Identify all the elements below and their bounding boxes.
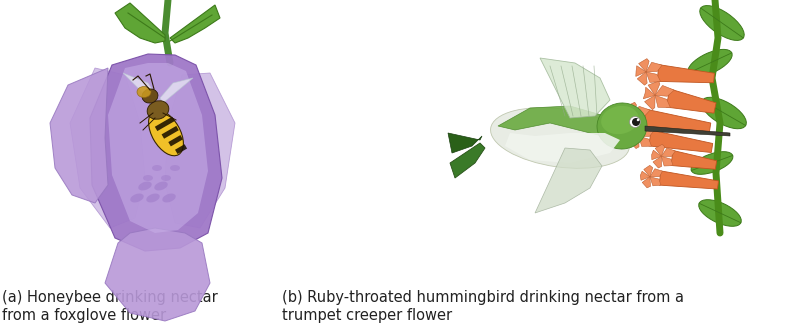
Ellipse shape — [601, 106, 639, 134]
Polygon shape — [646, 72, 661, 83]
Ellipse shape — [138, 181, 152, 190]
Polygon shape — [105, 228, 210, 321]
Polygon shape — [629, 130, 638, 140]
Ellipse shape — [146, 193, 160, 202]
Polygon shape — [645, 95, 655, 110]
Ellipse shape — [162, 193, 176, 202]
Ellipse shape — [152, 165, 162, 171]
Polygon shape — [540, 58, 610, 118]
Ellipse shape — [154, 181, 168, 190]
Text: (a) Honeybee drinking nectar: (a) Honeybee drinking nectar — [2, 290, 218, 305]
Polygon shape — [535, 148, 602, 213]
Polygon shape — [638, 59, 649, 72]
Polygon shape — [650, 169, 662, 177]
Polygon shape — [645, 126, 730, 136]
Polygon shape — [160, 78, 193, 103]
Ellipse shape — [700, 6, 744, 40]
Polygon shape — [652, 150, 662, 160]
Polygon shape — [644, 166, 653, 177]
Polygon shape — [640, 171, 650, 180]
Polygon shape — [90, 54, 222, 251]
Polygon shape — [655, 95, 670, 108]
Ellipse shape — [597, 103, 647, 149]
Ellipse shape — [702, 97, 746, 129]
Ellipse shape — [130, 193, 144, 202]
Polygon shape — [450, 143, 485, 178]
Ellipse shape — [143, 175, 153, 181]
Polygon shape — [649, 130, 713, 153]
Polygon shape — [655, 144, 665, 156]
Polygon shape — [70, 68, 145, 228]
Polygon shape — [498, 106, 625, 140]
Polygon shape — [505, 133, 620, 163]
Ellipse shape — [691, 152, 733, 174]
Polygon shape — [643, 87, 655, 99]
Polygon shape — [155, 117, 174, 131]
Ellipse shape — [170, 165, 180, 171]
Ellipse shape — [137, 87, 151, 98]
Text: trumpet creeper flower: trumpet creeper flower — [282, 308, 452, 323]
Polygon shape — [653, 156, 662, 168]
Polygon shape — [644, 109, 710, 133]
Polygon shape — [123, 73, 158, 103]
Polygon shape — [633, 116, 647, 127]
Polygon shape — [633, 106, 650, 116]
Polygon shape — [50, 68, 108, 203]
Polygon shape — [655, 86, 674, 96]
Polygon shape — [648, 81, 660, 95]
Polygon shape — [626, 102, 637, 116]
Polygon shape — [115, 3, 165, 43]
Ellipse shape — [630, 117, 641, 128]
Ellipse shape — [637, 119, 639, 121]
Polygon shape — [638, 136, 651, 147]
Polygon shape — [650, 177, 661, 186]
Polygon shape — [165, 73, 235, 228]
Polygon shape — [622, 109, 633, 120]
Polygon shape — [632, 124, 642, 136]
Polygon shape — [671, 151, 717, 169]
Polygon shape — [623, 116, 633, 130]
Ellipse shape — [142, 89, 158, 103]
Polygon shape — [448, 133, 482, 153]
Ellipse shape — [490, 108, 630, 168]
Ellipse shape — [632, 118, 640, 126]
Polygon shape — [638, 72, 647, 85]
Polygon shape — [659, 171, 718, 189]
Ellipse shape — [149, 110, 183, 156]
Polygon shape — [170, 5, 220, 43]
Ellipse shape — [698, 200, 742, 226]
Polygon shape — [108, 63, 208, 233]
Ellipse shape — [688, 49, 732, 77]
Polygon shape — [666, 89, 716, 113]
Polygon shape — [658, 65, 714, 83]
Ellipse shape — [161, 175, 171, 181]
Polygon shape — [642, 177, 650, 188]
Polygon shape — [636, 66, 646, 76]
Polygon shape — [662, 148, 675, 157]
Polygon shape — [662, 156, 673, 166]
Polygon shape — [168, 135, 183, 147]
Ellipse shape — [147, 101, 169, 119]
Text: (b) Ruby-throated hummingbird drinking nectar from a: (b) Ruby-throated hummingbird drinking n… — [282, 290, 684, 305]
Polygon shape — [646, 62, 662, 72]
Text: from a foxglove flower: from a foxglove flower — [2, 308, 166, 323]
Polygon shape — [638, 128, 654, 137]
Polygon shape — [175, 144, 187, 154]
Polygon shape — [630, 136, 639, 149]
Polygon shape — [162, 126, 178, 139]
